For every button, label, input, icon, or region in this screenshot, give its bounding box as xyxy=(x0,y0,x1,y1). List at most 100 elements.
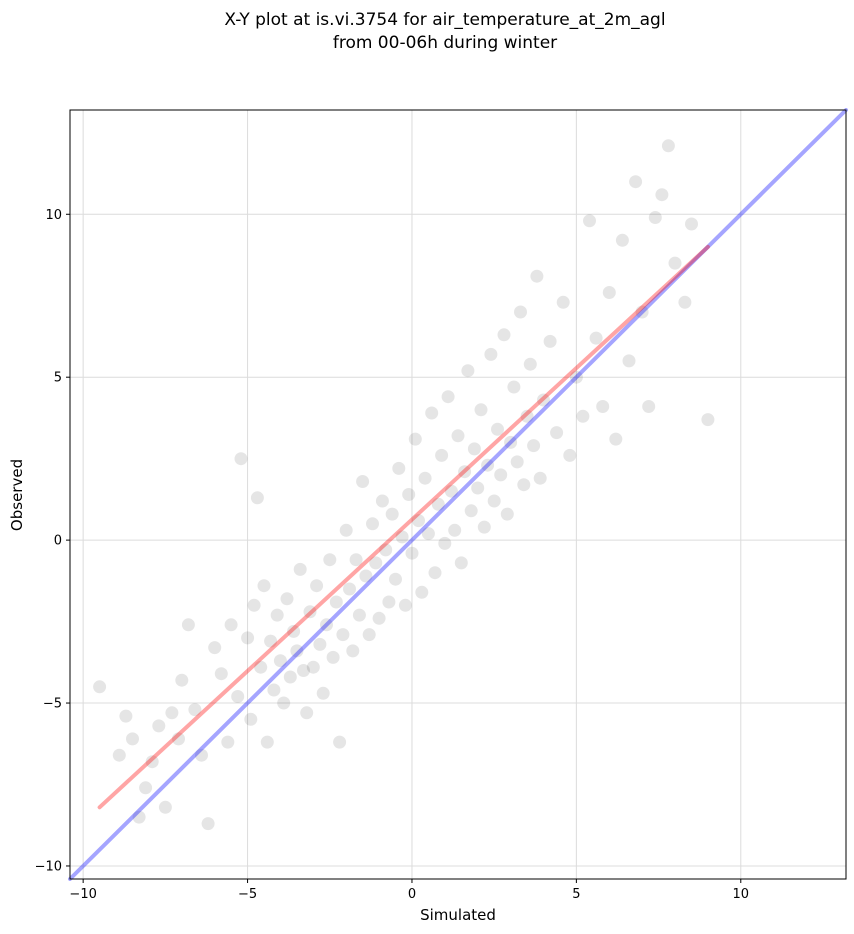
scatter-point xyxy=(208,641,222,655)
scatter-point xyxy=(165,706,179,720)
scatter-point xyxy=(507,380,521,394)
scatter-point xyxy=(379,543,393,557)
scatter-point xyxy=(444,484,458,498)
scatter-point xyxy=(661,139,675,153)
scatter-point xyxy=(372,611,386,625)
scatter-point xyxy=(398,598,412,612)
scatter-point xyxy=(556,295,570,309)
scatter-point xyxy=(175,673,189,687)
scatter-point xyxy=(701,413,715,427)
scatter-point xyxy=(297,664,310,677)
scatter-point xyxy=(362,628,376,642)
scatter-point xyxy=(583,214,596,228)
scatter-point xyxy=(497,328,511,342)
scatter-point xyxy=(231,690,245,703)
scatter-point xyxy=(642,400,656,413)
scatter-point xyxy=(428,566,442,580)
scatter-point xyxy=(359,569,373,583)
plot-frame xyxy=(69,109,847,880)
x-tick-label: −10 xyxy=(69,887,96,902)
scatter-point xyxy=(369,556,383,570)
scatter-point xyxy=(527,439,541,453)
scatter-point xyxy=(622,354,636,368)
scatter-point xyxy=(234,452,248,466)
scatter-point xyxy=(132,810,146,824)
scatter-point xyxy=(576,409,590,423)
scatter-point xyxy=(356,475,370,488)
scatter-point xyxy=(244,712,258,726)
scatter-point xyxy=(402,488,416,501)
scatter-point xyxy=(257,579,271,593)
scatter-points xyxy=(93,139,715,831)
chart-title-line-1: X-Y plot at is.vi.3754 for air_temperatu… xyxy=(224,10,665,30)
y-tick-label: 0 xyxy=(54,534,62,549)
scatter-point xyxy=(405,546,419,560)
scatter-point xyxy=(195,748,208,762)
scatter-point xyxy=(250,491,264,505)
scatter-point xyxy=(412,514,425,528)
scatter-point xyxy=(655,188,669,202)
scatter-point xyxy=(435,448,449,462)
x-tick-label: 5 xyxy=(572,887,580,902)
x-tick-label: 10 xyxy=(733,887,750,902)
scatter-point xyxy=(530,269,544,283)
y-tick-label: 5 xyxy=(54,371,62,386)
scatter-point xyxy=(461,364,475,378)
scatter-point xyxy=(188,703,202,717)
scatter-point xyxy=(510,455,524,469)
scatter-point xyxy=(464,504,478,518)
scatter-point xyxy=(303,605,317,619)
scatter-point xyxy=(448,523,462,537)
scatter-point xyxy=(504,435,518,449)
y-tick-label: 10 xyxy=(45,208,62,223)
scatter-point xyxy=(451,429,465,443)
scatter-point xyxy=(320,618,333,632)
scatter-point xyxy=(221,735,235,749)
scatter-point xyxy=(333,735,347,749)
scatter-point xyxy=(484,347,498,361)
scatter-point xyxy=(668,256,682,270)
scatter-point xyxy=(481,458,495,472)
scatter-point xyxy=(316,686,330,700)
scatter-point xyxy=(283,670,297,684)
scatter-point xyxy=(323,553,337,567)
x-tick-label: −5 xyxy=(238,887,257,902)
scatter-point xyxy=(382,595,396,609)
scatter-point xyxy=(254,660,268,674)
y-tick-label: −5 xyxy=(43,697,62,712)
scatter-point xyxy=(458,465,472,479)
scatter-point xyxy=(287,624,301,638)
scatter-point xyxy=(93,680,107,694)
scatter-point xyxy=(418,471,432,485)
scatter-point xyxy=(408,432,422,446)
scatter-point xyxy=(678,295,692,309)
scatter-point xyxy=(523,357,537,371)
scatter-point xyxy=(629,175,643,189)
scatter-point xyxy=(241,631,255,645)
scatter-point xyxy=(517,478,531,492)
scatter-point xyxy=(343,582,356,596)
scatter-point xyxy=(392,461,406,475)
scatter-point xyxy=(685,217,698,231)
scatter-point xyxy=(267,683,281,697)
scatter-point xyxy=(500,507,514,521)
scatter-point xyxy=(415,585,429,599)
scatter-point xyxy=(389,572,402,586)
scatter-point xyxy=(425,406,439,420)
scatter-point xyxy=(366,517,379,531)
axis-ticks: −10 −5 0 5 10 −10 −5 0 5 10 xyxy=(35,208,749,902)
x-axis-label: Simulated xyxy=(420,906,496,924)
scatter-point xyxy=(270,608,284,622)
scatter-point xyxy=(214,667,228,681)
identity-line xyxy=(68,108,848,881)
scatter-point xyxy=(273,654,287,668)
scatter-point xyxy=(336,628,350,642)
chart-title-line-2: from 00-06h during winter xyxy=(333,33,557,53)
scatter-point xyxy=(596,400,610,413)
scatter-point xyxy=(300,706,314,720)
scatter-point xyxy=(569,370,583,384)
scatter-point xyxy=(339,523,353,537)
scatter-point xyxy=(201,817,215,831)
scatter-point xyxy=(648,211,662,224)
